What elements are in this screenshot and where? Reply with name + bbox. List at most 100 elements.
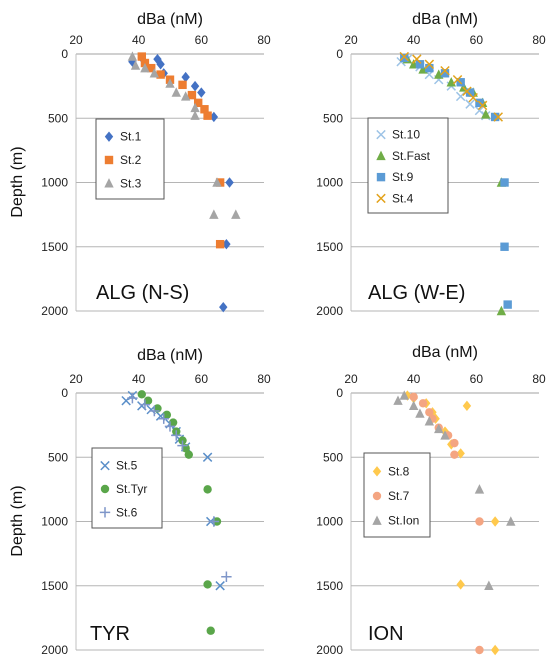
- data-point: [452, 74, 463, 85]
- y-tick-label: 1500: [41, 579, 68, 593]
- data-point: [225, 177, 234, 188]
- legend-label: St.4: [392, 191, 414, 205]
- data-point: [393, 395, 403, 405]
- data-point: [215, 581, 225, 591]
- data-point: [209, 111, 219, 123]
- y-tick-label: 500: [323, 450, 343, 464]
- y-tick-label: 1000: [316, 515, 343, 529]
- data-point: [215, 178, 225, 187]
- data-point: [219, 301, 228, 313]
- panel-title: TYR: [90, 623, 130, 645]
- data-point: [194, 98, 203, 108]
- data-point: [415, 408, 425, 418]
- y-axis-title: Depth (m): [9, 485, 26, 556]
- panel-title: ALG (W-E): [368, 282, 465, 304]
- data-point: [450, 438, 459, 448]
- data-point: [197, 87, 206, 98]
- data-point: [190, 80, 200, 92]
- y-tick-label: 1000: [41, 176, 68, 190]
- x-tick-label: 20: [344, 372, 358, 386]
- x-axis-title: dBa (nM): [412, 344, 478, 361]
- x-axis-title: dBa (nM): [137, 11, 203, 28]
- data-point: [440, 65, 450, 76]
- data-point: [143, 396, 153, 405]
- data-point: [490, 644, 500, 656]
- data-point: [149, 405, 160, 417]
- data-point: [496, 305, 507, 316]
- y-tick-label: 500: [48, 111, 68, 125]
- x-tick-label: 40: [407, 33, 421, 47]
- legend-label: St.7: [388, 489, 410, 503]
- panel-title: ALG (N-S): [96, 282, 189, 304]
- data-point: [500, 178, 509, 187]
- data-point: [412, 54, 422, 64]
- data-point: [190, 102, 200, 113]
- data-point: [203, 485, 212, 494]
- data-point: [231, 209, 241, 219]
- data-point: [165, 78, 175, 88]
- data-point: [490, 112, 500, 122]
- data-point: [147, 63, 156, 73]
- legend-label: St.10: [392, 128, 420, 142]
- data-point: [156, 70, 165, 79]
- y-tick-label: 2000: [316, 643, 343, 657]
- data-point: [177, 440, 188, 451]
- data-point: [440, 69, 450, 78]
- legend-label: St.5: [116, 459, 138, 473]
- y-tick-label: 2000: [41, 643, 68, 657]
- y-tick-label: 1500: [41, 240, 68, 254]
- data-point: [130, 60, 141, 70]
- y-tick-label: 500: [323, 111, 343, 125]
- data-point: [484, 580, 494, 590]
- series-St.6: [127, 392, 232, 582]
- x-tick-label: 80: [532, 33, 546, 47]
- x-axis-title: dBa (nM): [137, 347, 203, 364]
- x-tick-label: 40: [407, 372, 421, 386]
- x-tick-label: 60: [195, 33, 209, 47]
- x-tick-label: 20: [69, 372, 83, 386]
- data-point: [209, 209, 219, 219]
- x-tick-label: 20: [344, 33, 358, 47]
- legend-label: St.9: [392, 170, 414, 184]
- data-point: [181, 71, 190, 83]
- legend-marker: [372, 515, 382, 525]
- data-point: [399, 51, 409, 62]
- legend-marker: [372, 466, 382, 477]
- chart-panel-4: dBa (nM) 20 40 60 80 0 500 1000 1500 2000 St.8 St.7…: [316, 344, 546, 657]
- data-point: [456, 579, 465, 590]
- data-point: [184, 450, 193, 459]
- legend-label: St.8: [388, 464, 410, 478]
- data-point: [425, 408, 434, 417]
- data-point: [164, 421, 176, 432]
- panel-title: ION: [368, 623, 404, 645]
- y-tick-label: 1000: [316, 176, 343, 190]
- data-point: [474, 484, 485, 494]
- legend-marker: [376, 172, 386, 182]
- data-point: [506, 516, 516, 526]
- data-point: [127, 392, 138, 404]
- y-tick-label: 0: [61, 47, 68, 61]
- data-point: [212, 177, 222, 187]
- y-tick-label: 1000: [41, 515, 68, 529]
- data-point: [465, 99, 475, 109]
- data-point: [206, 626, 215, 635]
- data-point: [399, 390, 409, 400]
- data-point: [490, 516, 500, 527]
- data-point: [477, 100, 488, 111]
- x-tick-label: 40: [132, 372, 146, 386]
- chart-panel-3: dBa (nM) 20 40 60 80 0 500 1000 1500 2000 Depth (m…: [9, 347, 271, 657]
- legend-marker: [100, 460, 110, 471]
- data-point: [168, 418, 178, 427]
- data-point: [408, 400, 419, 411]
- data-point: [203, 580, 212, 589]
- y-tick-label: 0: [61, 386, 68, 400]
- data-point: [171, 430, 182, 441]
- data-point: [208, 516, 220, 527]
- x-tick-label: 60: [470, 33, 484, 47]
- data-point: [418, 399, 428, 408]
- data-point: [187, 90, 197, 100]
- series-St.Tyr: [137, 390, 222, 635]
- legend-label: St.Fast: [392, 149, 431, 163]
- legend-marker: [376, 150, 386, 161]
